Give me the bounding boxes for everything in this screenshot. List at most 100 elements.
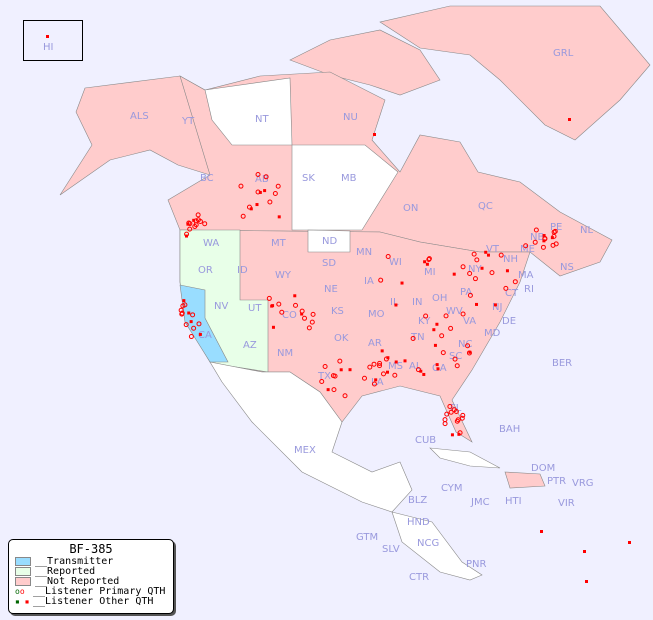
listener-other-marker bbox=[46, 35, 49, 38]
region-label-dom: DOM bbox=[531, 463, 555, 474]
region-nd bbox=[307, 229, 351, 253]
region-label-co: CO bbox=[282, 310, 297, 321]
listener-primary-marker bbox=[378, 277, 384, 283]
listener-primary-marker bbox=[466, 350, 472, 356]
listener-primary-marker bbox=[410, 335, 416, 341]
legend-title: BF-385 bbox=[69, 542, 113, 556]
region-label-wi: WI bbox=[389, 257, 402, 268]
region-label-ar: AR bbox=[368, 338, 382, 349]
listener-other-marker bbox=[435, 363, 439, 367]
region-label-ns: NS bbox=[560, 262, 574, 273]
region-label-de: DE bbox=[502, 316, 516, 327]
region-label-ca: CA bbox=[198, 330, 212, 341]
region-label-hi: HI bbox=[43, 42, 53, 53]
region-label-vir: VIR bbox=[558, 498, 575, 509]
legend-primary-qth: oo __Listener Primary QTH bbox=[15, 586, 173, 597]
region-label-sk: SK bbox=[302, 173, 315, 184]
region-label-nh: NH bbox=[503, 254, 518, 265]
listener-other-marker bbox=[277, 215, 281, 219]
legend-label: __Not Reported bbox=[35, 575, 120, 587]
listener-primary-marker bbox=[498, 252, 504, 258]
region-nt bbox=[204, 77, 293, 146]
listener-primary-marker bbox=[523, 243, 529, 249]
listener-primary-marker bbox=[381, 371, 387, 377]
listener-primary-marker bbox=[459, 415, 465, 421]
listener-primary-marker bbox=[551, 233, 557, 239]
region-label-mt: MT bbox=[271, 238, 287, 249]
listener-primary-marker bbox=[474, 257, 480, 263]
listener-primary-marker bbox=[197, 218, 203, 224]
listener-primary-marker bbox=[371, 381, 377, 387]
listener-primary-marker bbox=[377, 360, 383, 366]
region-label-ab: AB bbox=[255, 174, 269, 185]
legend-other-qth: ▪ ▪ __Listener Other QTH bbox=[15, 596, 173, 607]
listener-primary-marker bbox=[331, 387, 337, 393]
region-label-ia: IA bbox=[364, 276, 374, 287]
listener-other-marker bbox=[484, 250, 488, 254]
region-label-al: AL bbox=[409, 361, 422, 372]
legend-transmitter: __Transmitter bbox=[15, 556, 173, 567]
listener-primary-marker bbox=[385, 253, 391, 259]
listener-other-marker bbox=[187, 311, 191, 315]
listener-primary-marker bbox=[183, 322, 189, 328]
region-label-or: OR bbox=[198, 265, 213, 276]
listener-other-marker bbox=[457, 432, 461, 436]
listener-primary-marker bbox=[299, 308, 305, 314]
listener-primary-marker bbox=[310, 311, 316, 317]
region-label-ri: RI bbox=[524, 284, 534, 295]
region-label-qc: QC bbox=[478, 201, 493, 212]
listener-other-marker bbox=[468, 350, 472, 354]
legend: BF-385 __Transmitter __Reported __Not Re… bbox=[8, 539, 174, 614]
region-label-il: IL bbox=[390, 297, 399, 308]
region-label-pa: PA bbox=[460, 287, 472, 298]
listener-other-marker bbox=[185, 234, 189, 238]
region-label-cym: CYM bbox=[441, 483, 463, 494]
listener-primary-marker bbox=[550, 242, 556, 248]
region-label-nu: NU bbox=[343, 112, 358, 123]
listener-primary-marker bbox=[460, 264, 466, 270]
listener-other-marker bbox=[394, 303, 398, 307]
region-label-ctr: CTR bbox=[409, 572, 429, 583]
region-label-ms: MS bbox=[388, 361, 403, 372]
listener-primary-marker bbox=[415, 367, 421, 373]
region-hispaniola bbox=[504, 471, 546, 489]
region-label-in: IN bbox=[412, 297, 422, 308]
listener-primary-marker bbox=[426, 256, 432, 262]
region-label-vt: VT bbox=[486, 244, 500, 255]
listener-primary-marker bbox=[238, 183, 244, 189]
region-label-id: ID bbox=[237, 265, 248, 276]
listener-other-marker bbox=[263, 189, 267, 193]
listener-primary-marker bbox=[444, 411, 450, 417]
region-label-ber: BER bbox=[552, 358, 572, 369]
listener-primary-marker bbox=[503, 285, 509, 291]
region-label-wy: WY bbox=[275, 270, 292, 281]
listener-other-marker bbox=[505, 269, 509, 273]
listener-primary-marker bbox=[240, 213, 246, 219]
region-label-pnr: PNR bbox=[466, 559, 487, 570]
region-greenland bbox=[379, 5, 651, 141]
listener-primary-marker bbox=[330, 373, 336, 379]
listener-other-marker bbox=[583, 550, 586, 553]
listener-other-marker bbox=[373, 133, 376, 136]
listener-primary-marker bbox=[467, 271, 473, 277]
listener-primary-marker bbox=[255, 172, 261, 178]
region-label-tx: TX bbox=[317, 371, 331, 382]
region-arctic-islands bbox=[289, 29, 441, 96]
listener-other-marker bbox=[339, 368, 343, 372]
region-label-ne: NE bbox=[324, 284, 338, 295]
listener-primary-marker bbox=[196, 321, 202, 327]
region-label-cub: CUB bbox=[415, 435, 436, 446]
listener-other-marker bbox=[585, 580, 588, 583]
listener-primary-marker bbox=[448, 325, 454, 331]
region-label-nl: NL bbox=[580, 225, 593, 236]
region-label-nm: NM bbox=[277, 348, 293, 359]
region-central-america bbox=[391, 511, 483, 581]
region-california bbox=[179, 284, 229, 363]
listener-primary-marker bbox=[309, 319, 315, 325]
listener-other-marker bbox=[271, 325, 275, 329]
listener-primary-marker bbox=[489, 270, 495, 276]
region-label-ky: KY bbox=[418, 316, 431, 327]
listener-primary-marker bbox=[371, 361, 377, 367]
listener-primary-marker bbox=[306, 325, 312, 331]
